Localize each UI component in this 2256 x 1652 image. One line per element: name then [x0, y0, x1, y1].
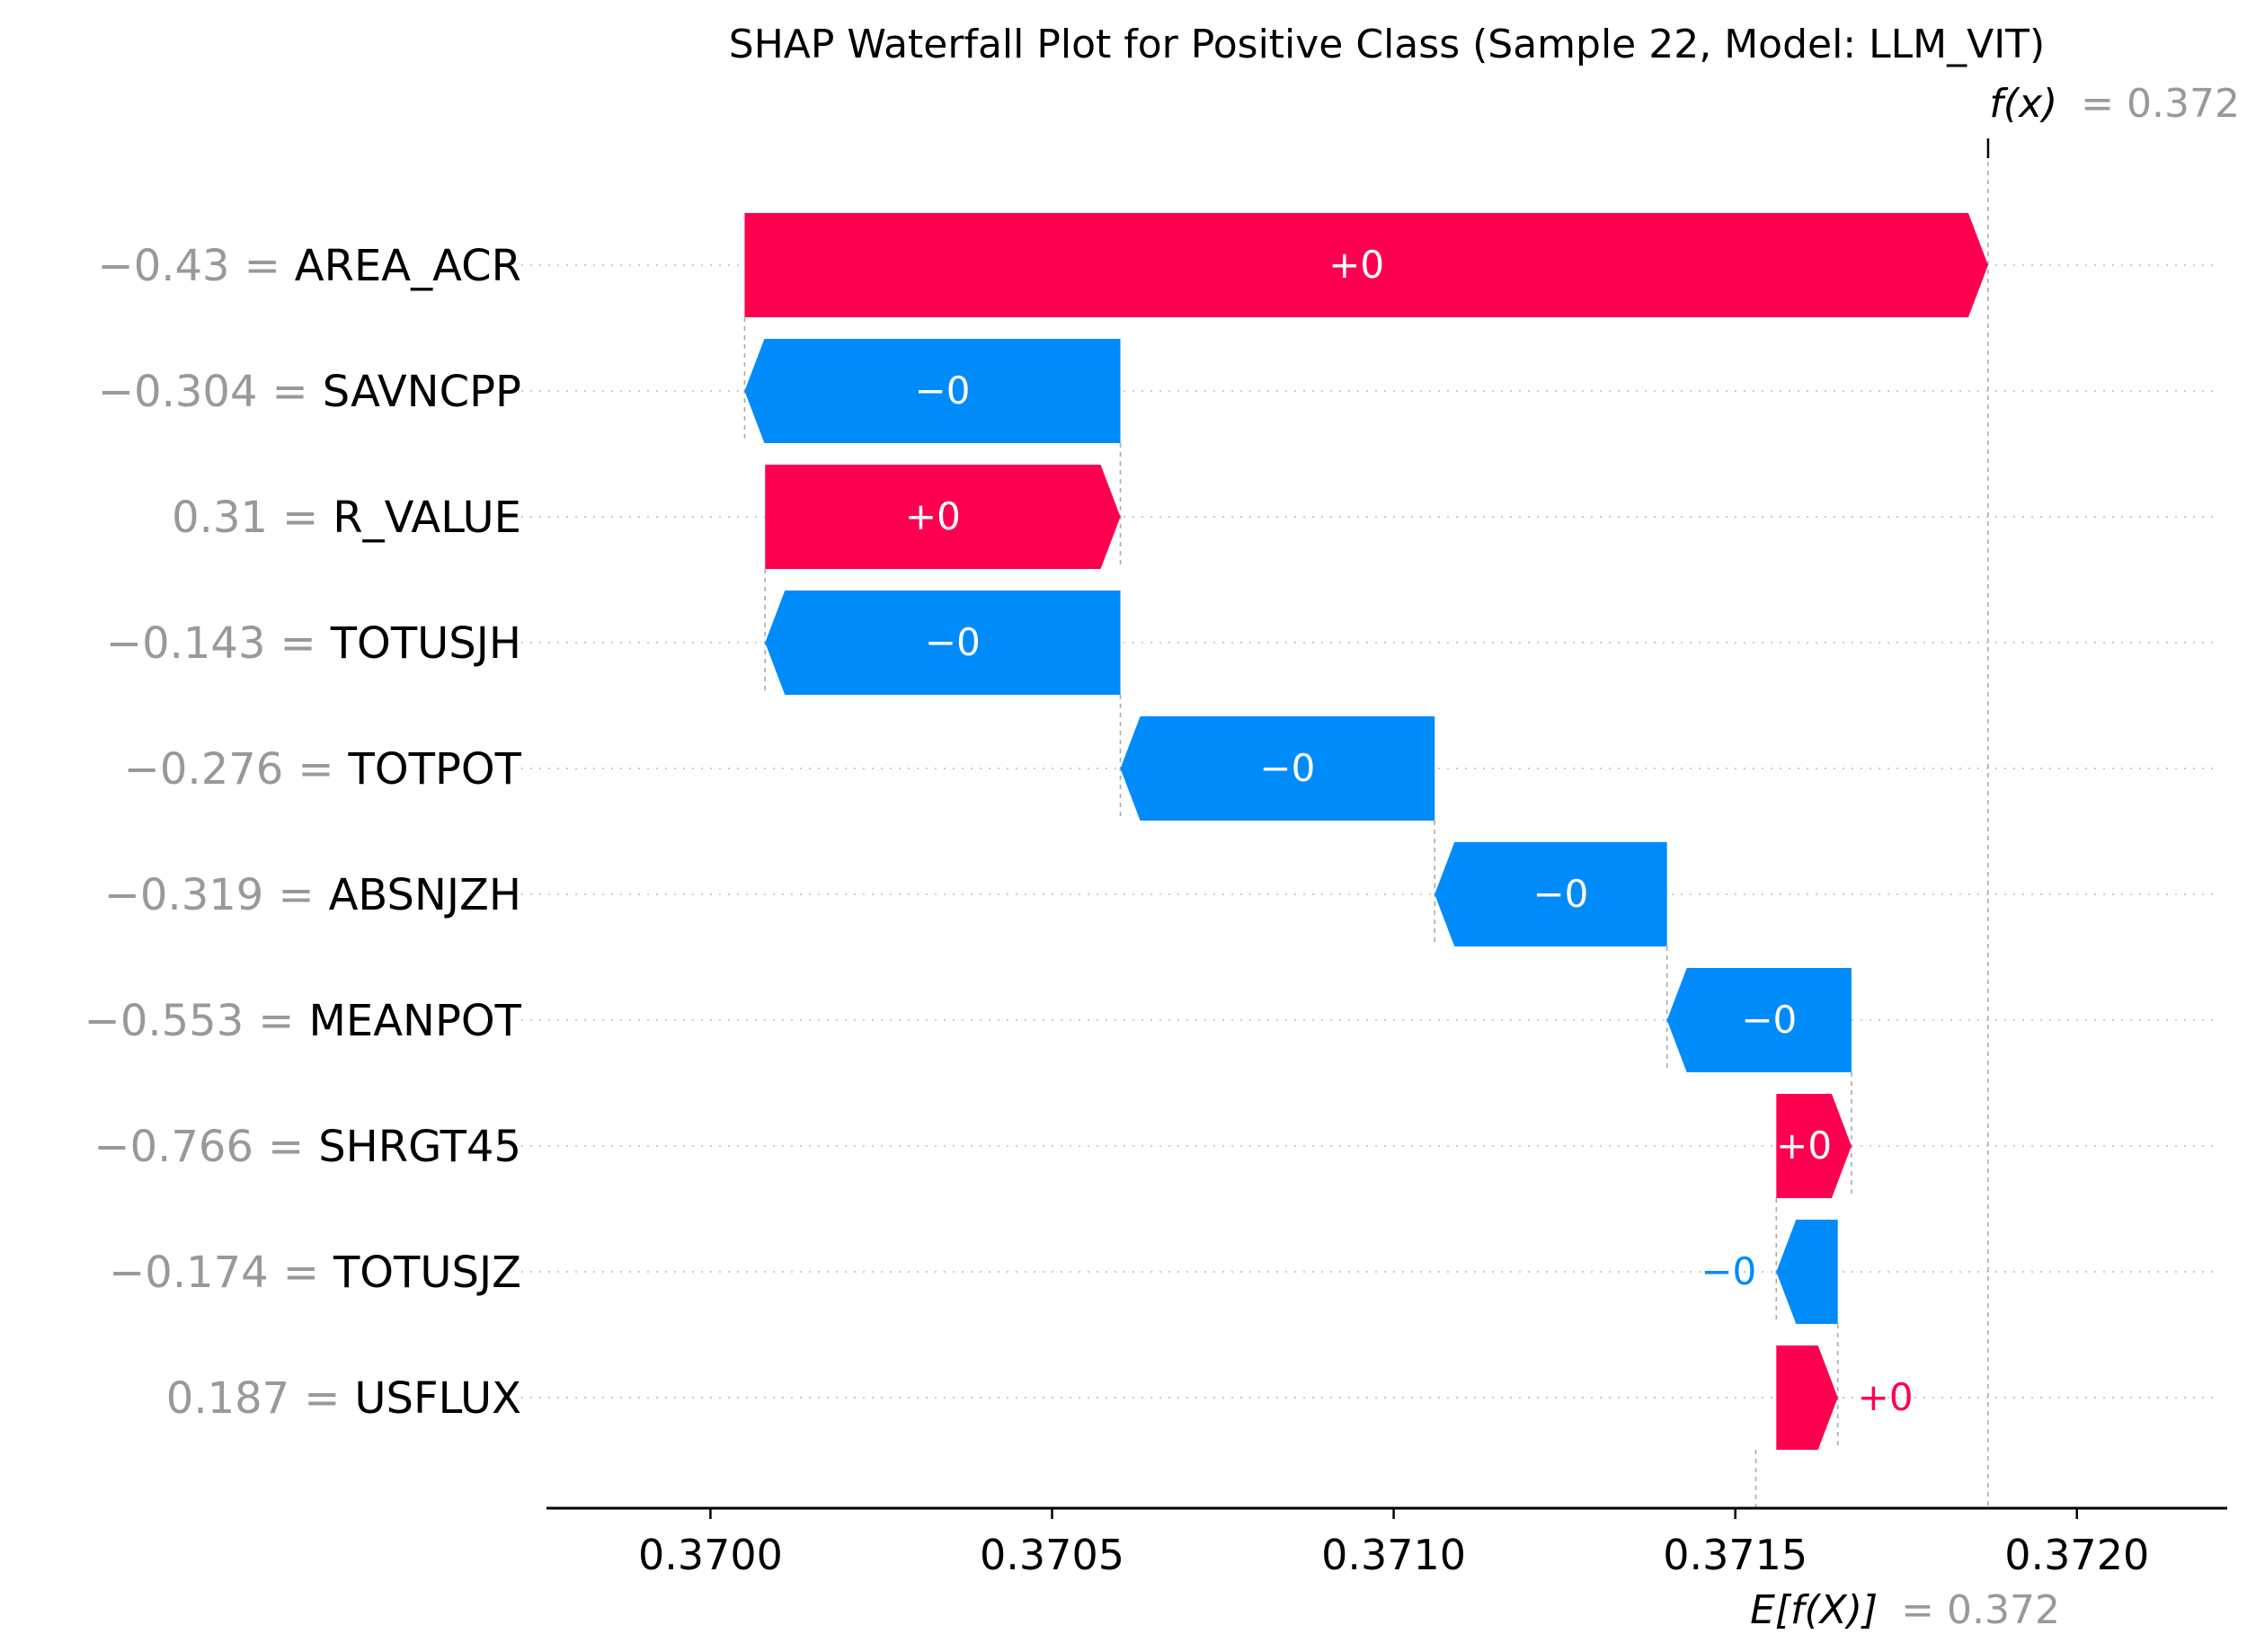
x-tick-label: 0.3715: [1663, 1531, 1807, 1579]
bar-value-label: −0: [925, 620, 981, 664]
feature-label: −0.319 = ABSNJZH: [104, 870, 521, 920]
x-axis: 0.3700 0.3705 0.3710 0.3715 0.3720: [546, 1506, 2227, 1579]
feature-eq: =: [244, 241, 280, 291]
feature-eq: =: [258, 996, 294, 1046]
feature-eq: =: [283, 1248, 319, 1298]
feature-label: −0.143 = TOTUSJH: [106, 618, 521, 669]
bar-value-label: +0: [1776, 1124, 1832, 1168]
feature-name: TOTUSJZ: [333, 1248, 521, 1298]
fx-annotation: f(x) = 0.372: [1989, 81, 2240, 127]
x-tick-label: 0.3710: [1321, 1531, 1466, 1579]
feature-label: −0.174 = TOTUSJZ: [109, 1248, 521, 1298]
feature-value: 0.31: [172, 493, 268, 543]
svg-text:E[f(X)] = 0.372: E[f(X)] = 0.372: [1750, 1587, 2060, 1633]
chart-title: SHAP Waterfall Plot for Positive Class (…: [729, 22, 2045, 67]
feature-value: −0.304: [98, 367, 258, 417]
bar-labels: +0 −0 +0 −0 −0 −0 −0 +0 −0 +0: [905, 243, 1914, 1419]
bars: [744, 213, 1988, 1450]
feature-eq: =: [268, 1122, 304, 1172]
bar-value-label: −0: [1701, 1249, 1756, 1293]
positive-bar: [765, 465, 1121, 569]
fx-value: = 0.372: [2081, 81, 2240, 127]
bar-value-label: −0: [1259, 746, 1315, 790]
feature-label: 0.31 = R_VALUE: [172, 493, 521, 543]
feature-value: −0.319: [104, 870, 264, 920]
feature-name: TOTUSJH: [330, 618, 521, 669]
positive-bar: [1776, 1094, 1852, 1198]
bar-value-label: −0: [1741, 998, 1797, 1042]
svg-text:f(x) = 0.372: f(x) = 0.372: [1989, 81, 2240, 127]
feature-value: 0.187: [166, 1373, 289, 1424]
feature-label: −0.304 = SAVNCPP: [98, 367, 521, 417]
ex-annotation: E[f(X)] = 0.372: [1750, 1587, 2060, 1633]
positive-bar: [744, 213, 1988, 317]
fx-label: f(x): [1989, 81, 2057, 127]
feature-labels: −0.43 = AREA_ACR −0.304 = SAVNCPP 0.31 = R_VALUE…: [84, 241, 522, 1424]
feature-label: 0.187 = USFLUX: [166, 1373, 521, 1424]
bar-value-label: +0: [905, 494, 961, 538]
feature-eq: =: [304, 1373, 340, 1424]
feature-name: SAVNCPP: [323, 367, 521, 417]
feature-name: MEANPOT: [308, 996, 521, 1046]
feature-eq: =: [282, 493, 318, 543]
feature-value: −0.766: [93, 1122, 253, 1172]
negative-bar: [1434, 842, 1667, 946]
feature-label: −0.766 = SHRGT45: [93, 1122, 521, 1172]
feature-value: −0.43: [97, 241, 229, 291]
feature-label: −0.553 = MEANPOT: [84, 996, 522, 1046]
feature-name: AREA_ACR: [295, 241, 521, 291]
bar-value-label: −0: [915, 369, 971, 413]
negative-bar: [1666, 968, 1852, 1072]
negative-bar: [744, 339, 1121, 443]
feature-label: −0.276 = TOTPOT: [124, 744, 522, 795]
feature-name: ABSNJZH: [329, 870, 521, 920]
feature-name: SHRGT45: [318, 1122, 521, 1172]
ex-label: E[f(X)]: [1750, 1587, 1878, 1633]
feature-name: TOTPOT: [348, 744, 522, 795]
reference-lines: [1754, 138, 1990, 1508]
negative-bar: [765, 591, 1121, 695]
feature-value: −0.276: [124, 744, 284, 795]
feature-value: −0.553: [84, 996, 244, 1046]
negative-bar: [1776, 1220, 1838, 1324]
feature-eq: =: [298, 744, 333, 795]
x-tick-label: 0.3720: [2004, 1531, 2149, 1579]
positive-bar: [1776, 1346, 1838, 1450]
bar-value-label: +0: [1858, 1375, 1914, 1419]
feature-value: −0.174: [109, 1248, 269, 1298]
bar-value-label: +0: [1328, 243, 1384, 287]
feature-eq: =: [272, 367, 308, 417]
ex-value: = 0.372: [1901, 1587, 2060, 1633]
feature-name: USFLUX: [354, 1373, 521, 1424]
feature-name: R_VALUE: [333, 493, 521, 543]
feature-eq: =: [280, 618, 316, 669]
x-tick-label: 0.3705: [980, 1531, 1124, 1579]
feature-eq: =: [278, 870, 314, 920]
bar-connectors: [743, 317, 1852, 1450]
feature-value: −0.143: [106, 618, 266, 669]
negative-bar: [1120, 716, 1435, 821]
x-tick-label: 0.3700: [638, 1531, 783, 1579]
feature-label: −0.43 = AREA_ACR: [97, 241, 521, 291]
bar-value-label: −0: [1532, 872, 1588, 916]
